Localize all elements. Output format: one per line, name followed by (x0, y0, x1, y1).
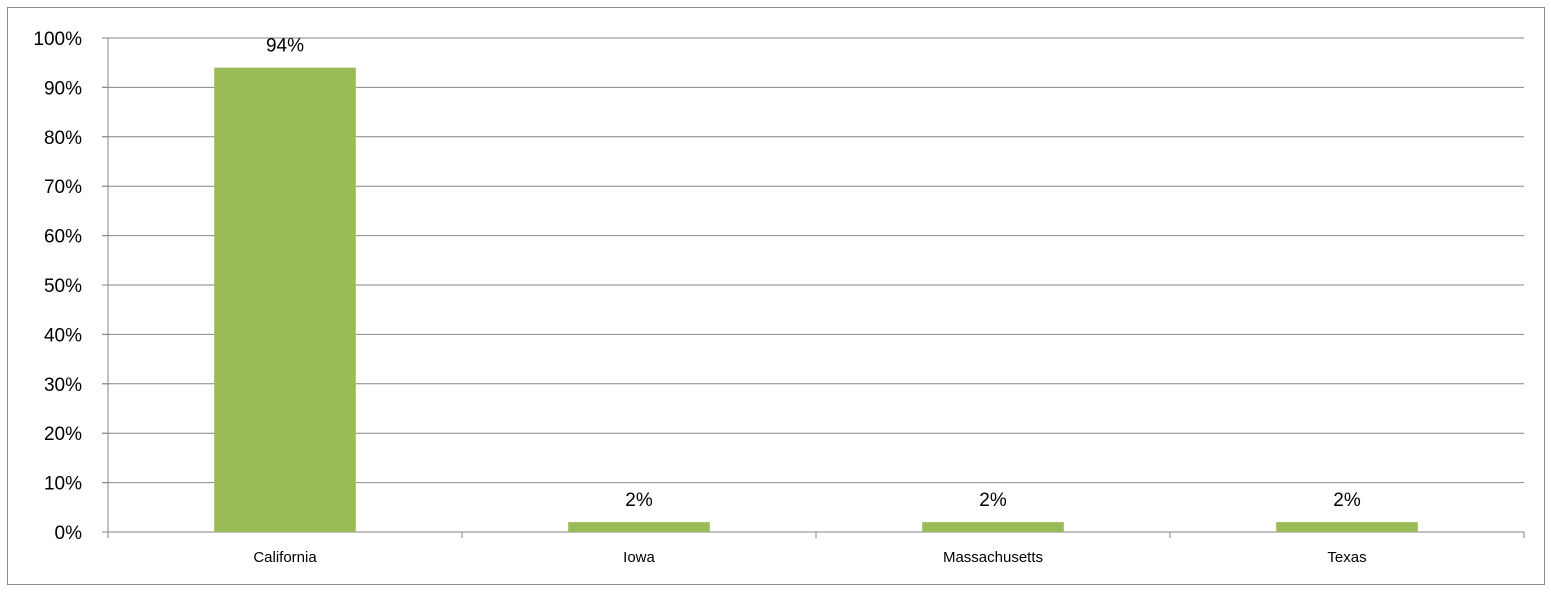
y-tick-label: 10% (44, 474, 82, 495)
y-tick-label: 60% (44, 227, 82, 248)
y-tick-label: 20% (44, 424, 82, 445)
labels: 0% 10% 20% 30% 40% 50% 60% 70% 80% 90% 100% 94% Cali… (33, 29, 1366, 566)
bar-iowa (568, 522, 710, 532)
bars (214, 67, 1418, 532)
bar-massachusetts (922, 522, 1064, 532)
bar-california (214, 67, 356, 532)
x-category-label: Texas (1327, 549, 1366, 566)
y-tick-label: 50% (44, 276, 82, 297)
x-category-label: Massachusetts (943, 549, 1043, 566)
y-tick-label: 40% (44, 325, 82, 346)
x-category-label: Iowa (623, 549, 655, 566)
y-tick-label: 70% (44, 177, 82, 198)
data-label: 2% (625, 490, 653, 511)
y-tick-label: 0% (55, 523, 83, 544)
data-label: 94% (266, 36, 304, 57)
y-tick-label: 100% (33, 29, 82, 50)
y-tick-label: 30% (44, 375, 82, 396)
data-label: 2% (979, 490, 1007, 511)
y-tick-label: 80% (44, 128, 82, 149)
data-label: 2% (1333, 490, 1361, 511)
y-tick-label: 90% (44, 78, 82, 99)
x-category-label: California (253, 549, 317, 566)
bar-texas (1276, 522, 1418, 532)
